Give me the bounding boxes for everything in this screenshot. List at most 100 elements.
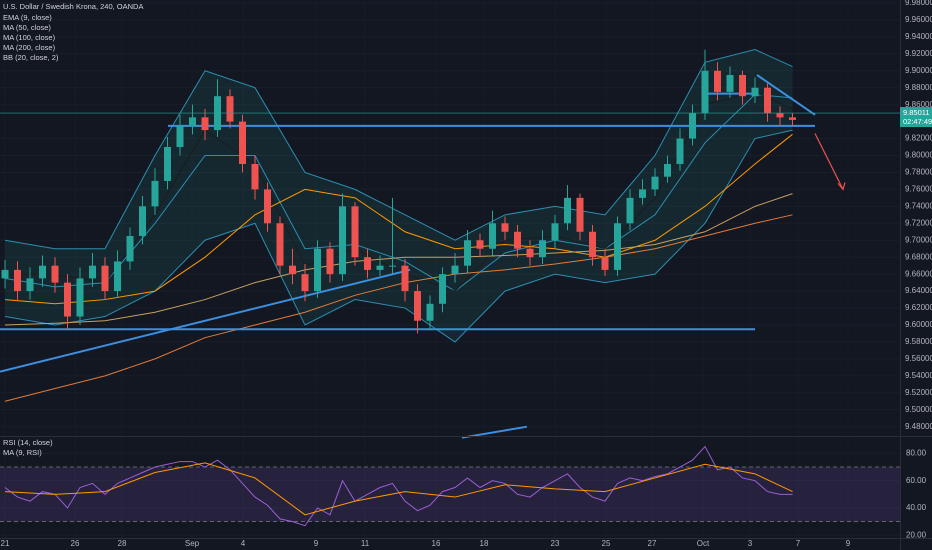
candle-body bbox=[476, 240, 484, 249]
rsi-tick-label: 60.00 bbox=[906, 476, 927, 485]
x-tick-label: 9 bbox=[846, 539, 851, 548]
x-tick-label: 23 bbox=[551, 539, 560, 548]
y-tick-label: 9.56000 bbox=[905, 354, 932, 363]
candle-body bbox=[389, 265, 396, 267]
legend-entry: BB (20, close, 2) bbox=[3, 53, 59, 62]
rsi-title: RSI (14, close) bbox=[3, 438, 53, 447]
legend-entry: EMA (9, close) bbox=[3, 13, 52, 22]
x-tick-label: 21 bbox=[1, 539, 10, 548]
candle-body bbox=[339, 206, 346, 275]
candle-body bbox=[426, 303, 434, 321]
candle-body bbox=[439, 274, 446, 304]
candle-body bbox=[326, 248, 334, 275]
y-tick-label: 9.72000 bbox=[905, 218, 932, 227]
candle-body bbox=[576, 197, 584, 232]
y-tick-label: 9.90000 bbox=[905, 66, 932, 75]
legend-entry: MA (100, close) bbox=[3, 33, 56, 42]
x-tick-label: 7 bbox=[796, 539, 801, 548]
last-price-label: 9.85011 bbox=[903, 108, 930, 117]
rsi-ma-line bbox=[4, 462, 793, 516]
x-tick-label: 4 bbox=[241, 539, 246, 548]
candle-body bbox=[264, 189, 271, 224]
candle-body bbox=[289, 265, 296, 275]
y-tick-label: 9.58000 bbox=[905, 337, 932, 346]
x-tick-label: 27 bbox=[648, 539, 657, 548]
candle-body bbox=[276, 223, 284, 266]
candle-body bbox=[626, 197, 634, 224]
candle-body bbox=[226, 96, 234, 122]
x-tick-label: Sep bbox=[185, 539, 200, 548]
candle-body bbox=[789, 117, 796, 120]
y-tick-label: 9.62000 bbox=[905, 303, 932, 312]
candle-body bbox=[201, 117, 209, 131]
candle-body bbox=[376, 265, 384, 270]
candle-body bbox=[189, 117, 196, 126]
rsi-tick-label: 40.00 bbox=[906, 503, 927, 512]
trend-line bbox=[0, 268, 411, 373]
trend-line bbox=[756, 74, 816, 116]
y-tick-label: 9.60000 bbox=[905, 320, 932, 329]
candle-body bbox=[714, 70, 721, 92]
candle-body bbox=[76, 278, 84, 317]
moving-average bbox=[4, 133, 793, 305]
candle-body bbox=[164, 147, 171, 181]
y-tick-label: 9.82000 bbox=[905, 134, 932, 143]
y-tick-label: 9.66000 bbox=[905, 269, 932, 278]
candle-body bbox=[539, 240, 546, 258]
arrow bbox=[814, 133, 844, 190]
moving-average bbox=[4, 193, 793, 326]
y-tick-label: 9.80000 bbox=[905, 151, 932, 160]
candle-body bbox=[589, 231, 596, 258]
x-tick-label: 16 bbox=[432, 539, 441, 548]
candle-body bbox=[551, 223, 559, 241]
y-tick-label: 9.74000 bbox=[905, 201, 932, 210]
candle-body bbox=[489, 223, 496, 249]
last-price-badge bbox=[900, 107, 932, 128]
chart-title: U.S. Dollar / Swedish Krona, 240, OANDA bbox=[3, 2, 143, 11]
x-tick-label: 25 bbox=[602, 539, 611, 548]
candle-body bbox=[564, 197, 571, 224]
rsi-tick-label: 80.00 bbox=[906, 448, 927, 457]
candle-body bbox=[701, 70, 709, 114]
y-tick-label: 9.48000 bbox=[905, 422, 932, 431]
candle-body bbox=[401, 265, 409, 292]
candle-body bbox=[739, 74, 746, 97]
y-tick-label: 9.94000 bbox=[905, 32, 932, 41]
candle-body bbox=[651, 176, 659, 190]
y-tick-label: 9.92000 bbox=[905, 49, 932, 58]
x-tick-label: 18 bbox=[480, 539, 489, 548]
candle-body bbox=[39, 265, 46, 279]
candle-body bbox=[689, 113, 696, 139]
candle-body bbox=[364, 257, 371, 270]
candle-body bbox=[251, 163, 259, 190]
rsi-line bbox=[4, 445, 793, 527]
y-tick-label: 9.88000 bbox=[905, 83, 932, 92]
candle-body bbox=[101, 265, 109, 292]
rsi-band bbox=[0, 467, 900, 522]
y-tick-label: 9.96000 bbox=[905, 15, 932, 24]
bb-upper bbox=[4, 49, 793, 250]
candle-body bbox=[639, 189, 646, 198]
candle-body bbox=[664, 163, 671, 177]
candle-body bbox=[26, 278, 34, 292]
candle-body bbox=[89, 265, 96, 279]
y-tick-label: 9.50000 bbox=[905, 405, 932, 414]
candle-body bbox=[51, 265, 59, 283]
candle-body bbox=[526, 248, 534, 258]
x-tick-label: 9 bbox=[314, 539, 319, 548]
candle-body bbox=[514, 231, 521, 249]
candle-body bbox=[351, 206, 359, 258]
candle-body bbox=[14, 269, 21, 292]
candle-body bbox=[614, 223, 621, 270]
candle-body bbox=[64, 282, 71, 317]
candle-body bbox=[601, 257, 609, 270]
candle-body bbox=[139, 206, 146, 237]
candle-body bbox=[764, 87, 771, 114]
rsi-ma-title: MA (9, RSI) bbox=[3, 448, 42, 457]
candle-body bbox=[451, 265, 459, 275]
candle-body bbox=[239, 121, 246, 164]
candle-body bbox=[414, 291, 421, 321]
countdown-label: 02:47:49 bbox=[903, 117, 932, 126]
